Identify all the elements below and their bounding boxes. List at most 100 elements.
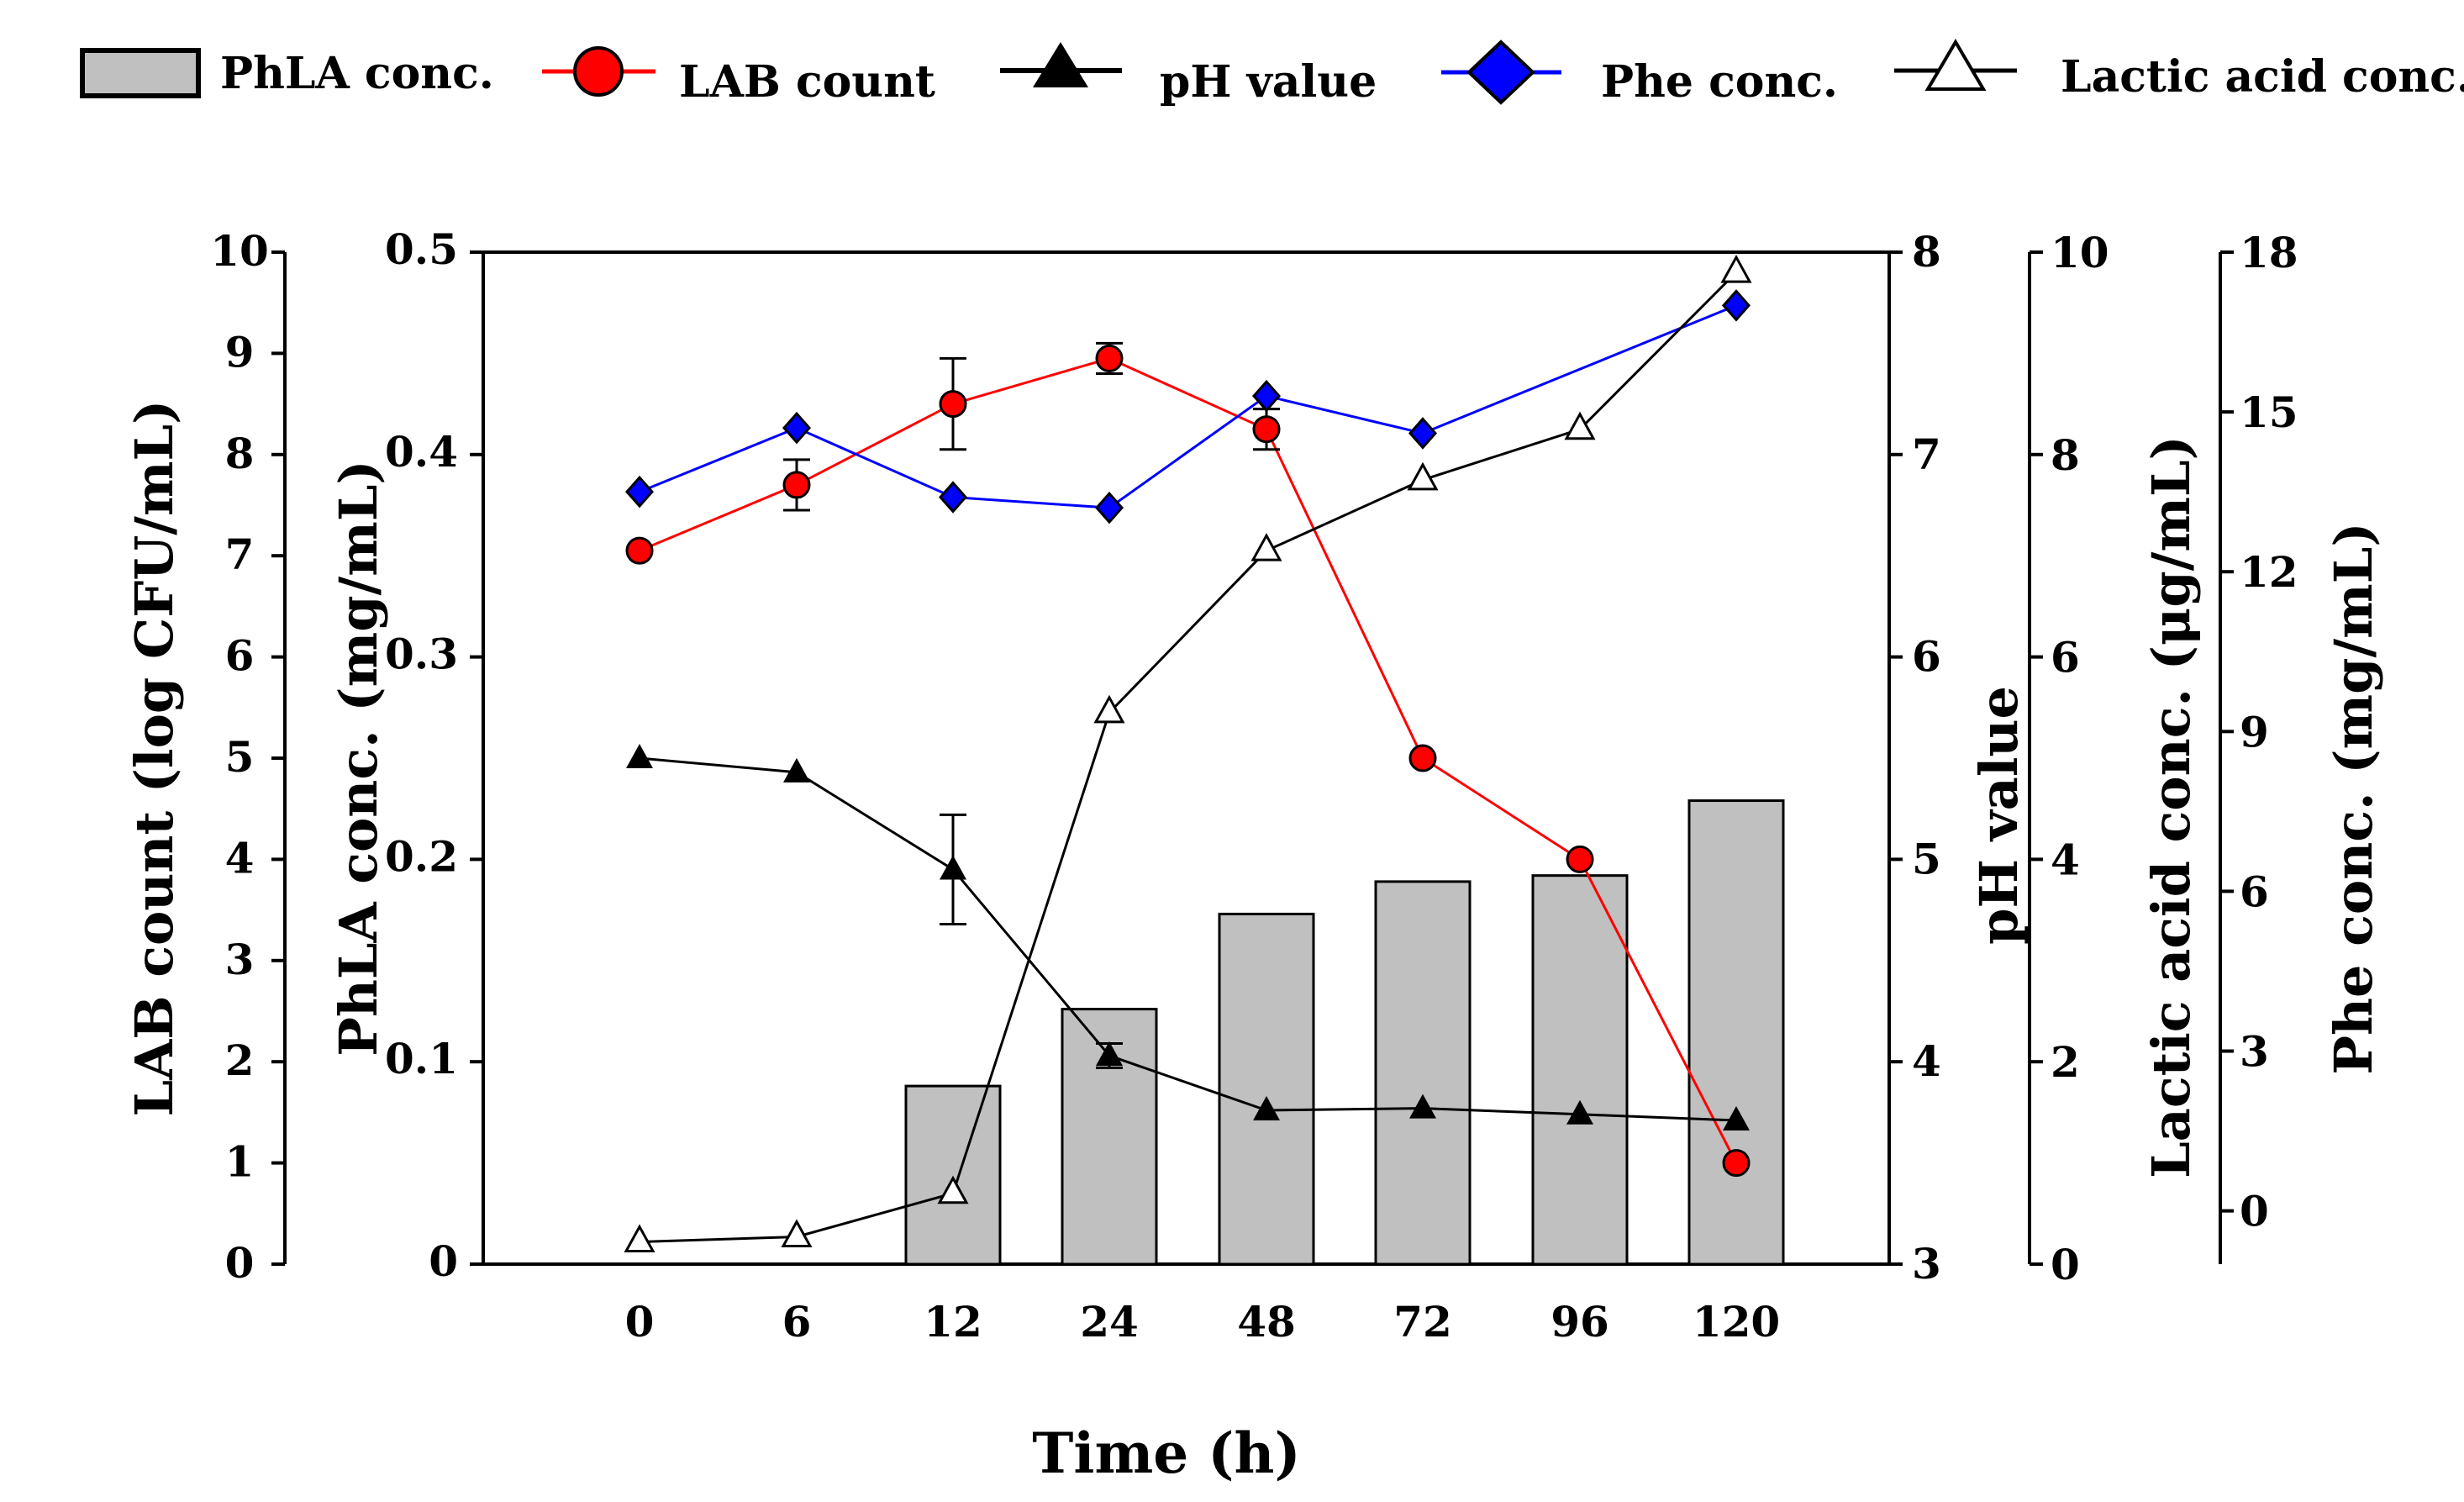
ph-tick-label: 3	[1912, 1239, 1941, 1289]
ph-value-point	[1566, 1099, 1593, 1125]
legend-item-lactic: Lactic acid conc.	[1894, 39, 2464, 103]
lactic-acid-conc-line	[639, 271, 1738, 1244]
legend-marker-lab	[573, 46, 624, 97]
x-axis-ticks: 0 6 12 24 48 72 96 120	[625, 1297, 1781, 1347]
lactic-acid-conc-point	[781, 1219, 813, 1247]
lab-count-point	[1408, 744, 1437, 772]
phe-conc-point	[1721, 289, 1751, 322]
phla-tick-label: 0	[429, 1236, 458, 1286]
legend-marker-ph	[1033, 42, 1088, 87]
phe-tick-label: 3	[2240, 1027, 2269, 1077]
legend-label-lab: LAB count	[679, 56, 935, 108]
lactic-tick-label: 10	[2051, 228, 2109, 277]
phe-tick-label: 12	[2240, 547, 2298, 597]
phe-tick-label: 15	[2240, 387, 2298, 437]
ph-value-point	[626, 744, 653, 768]
lactic-acid-conc-point	[1093, 694, 1125, 724]
lab-tick-label: 1	[225, 1137, 255, 1187]
lactic-acid-conc-point	[1564, 411, 1596, 440]
ph-tick-label: 7	[1912, 430, 1941, 479]
lab-count-point	[782, 471, 811, 499]
ph-value-point	[1096, 1041, 1123, 1066]
lab-tick-label: 7	[225, 530, 255, 579]
lab-axis-ticks: 0 1 2 3 4 5 6 7 8 9 10	[210, 226, 285, 1288]
lab-tick-label: 5	[225, 732, 255, 782]
lab-tick-label: 10	[210, 226, 269, 276]
ph-tick-label: 6	[1912, 632, 1941, 682]
legend-label-phla: PhLA conc.	[220, 48, 494, 99]
phla-bars	[904, 799, 1785, 1266]
ph-value-point	[940, 855, 966, 880]
legend-label-ph: pH value	[1160, 56, 1377, 108]
lactic-acid-conc-point	[1250, 533, 1282, 561]
phe-conc-point	[1251, 379, 1282, 413]
ph-value-point	[1409, 1094, 1436, 1119]
legend-swatch-phla	[80, 48, 201, 98]
phla-bar	[904, 1084, 1002, 1266]
x-tick-label: 72	[1393, 1297, 1452, 1347]
phe-tick-label: 0	[2240, 1187, 2269, 1236]
ph-tick-label: 4	[1912, 1036, 1941, 1086]
x-tick-label: 12	[924, 1297, 982, 1347]
phla-bar	[1218, 912, 1315, 1266]
ph-value-point	[783, 757, 810, 783]
lab-tick-label: 2	[225, 1036, 255, 1085]
phe-axis-title: Phe conc. (mg/mL)	[2323, 522, 2384, 1074]
phe-conc-point	[1094, 491, 1124, 524]
lactic-acid-conc-point	[1407, 461, 1439, 491]
lactic-axis-title: Lactic acid conc. (μg/mL)	[2140, 435, 2202, 1178]
ph-value-point	[1253, 1095, 1280, 1120]
legend-marker-lactic	[1924, 39, 1987, 91]
lab-tick-label: 9	[225, 327, 255, 377]
lab-tick-label: 3	[225, 935, 255, 984]
x-axis-title: Time (h)	[1032, 1420, 1300, 1486]
lab-count-point	[1566, 845, 1594, 873]
x-tick-label: 0	[625, 1297, 655, 1347]
x-tick-label: 48	[1237, 1297, 1296, 1347]
phla-bar	[1687, 799, 1785, 1266]
legend-marker-phe	[1466, 40, 1535, 105]
phe-tick-label: 9	[2240, 707, 2269, 756]
lab-tick-label: 6	[225, 631, 255, 681]
lab-axis-title: LAB count (log CFU/mL)	[124, 400, 185, 1117]
ph-axis-title: pH value	[1968, 686, 2030, 945]
lactic-tick-label: 2	[2051, 1037, 2080, 1087]
x-tick-label: 96	[1551, 1297, 1609, 1347]
lab-count-point	[1095, 344, 1124, 372]
phla-bar	[1374, 880, 1472, 1266]
phe-conc-point	[782, 411, 812, 445]
plot-frame	[482, 250, 1891, 1266]
legend-item-phla: PhLA conc.	[80, 48, 494, 99]
lactic-tick-label: 0	[2051, 1240, 2080, 1289]
lab-tick-label: 4	[225, 833, 255, 883]
lab-count-point	[1252, 415, 1281, 444]
lactic-acid-conc-point	[937, 1175, 969, 1204]
lab-count-line	[639, 356, 1738, 1164]
phe-conc-point	[1408, 417, 1438, 450]
legend-item-phe: Phe conc.	[1441, 40, 1838, 108]
phla-tick-label: 0.3	[385, 630, 458, 679]
ph-axis-ticks: 3 4 5 6 7 8	[1889, 227, 1941, 1289]
phe-conc-point	[624, 475, 655, 509]
lactic-acid-conc-point	[1720, 254, 1752, 283]
legend-item-lab: LAB count	[542, 46, 935, 108]
phe-tick-label: 6	[2240, 867, 2269, 916]
lactic-tick-label: 6	[2051, 633, 2080, 682]
series-markers	[624, 254, 1752, 1253]
phla-tick-label: 0.1	[385, 1034, 458, 1083]
phla-tick-label: 0.5	[385, 224, 458, 274]
ph-value-point	[1723, 1106, 1750, 1131]
legend-label-lactic: Lactic acid conc.	[2061, 51, 2464, 103]
phla-axis-title: PhLA conc. (mg/mL)	[328, 460, 389, 1057]
lab-tick-label: 8	[225, 429, 255, 478]
lactic-axis-ticks: 0 2 4 6 8 10	[2030, 228, 2109, 1289]
lactic-tick-label: 8	[2051, 430, 2080, 480]
x-tick-label: 120	[1693, 1297, 1780, 1347]
phla-tick-label: 0.2	[385, 831, 458, 881]
ph-tick-label: 8	[1912, 227, 1941, 277]
x-tick-label: 24	[1080, 1297, 1139, 1347]
ph-tick-label: 5	[1912, 834, 1941, 883]
lactic-tick-label: 4	[2051, 835, 2080, 884]
